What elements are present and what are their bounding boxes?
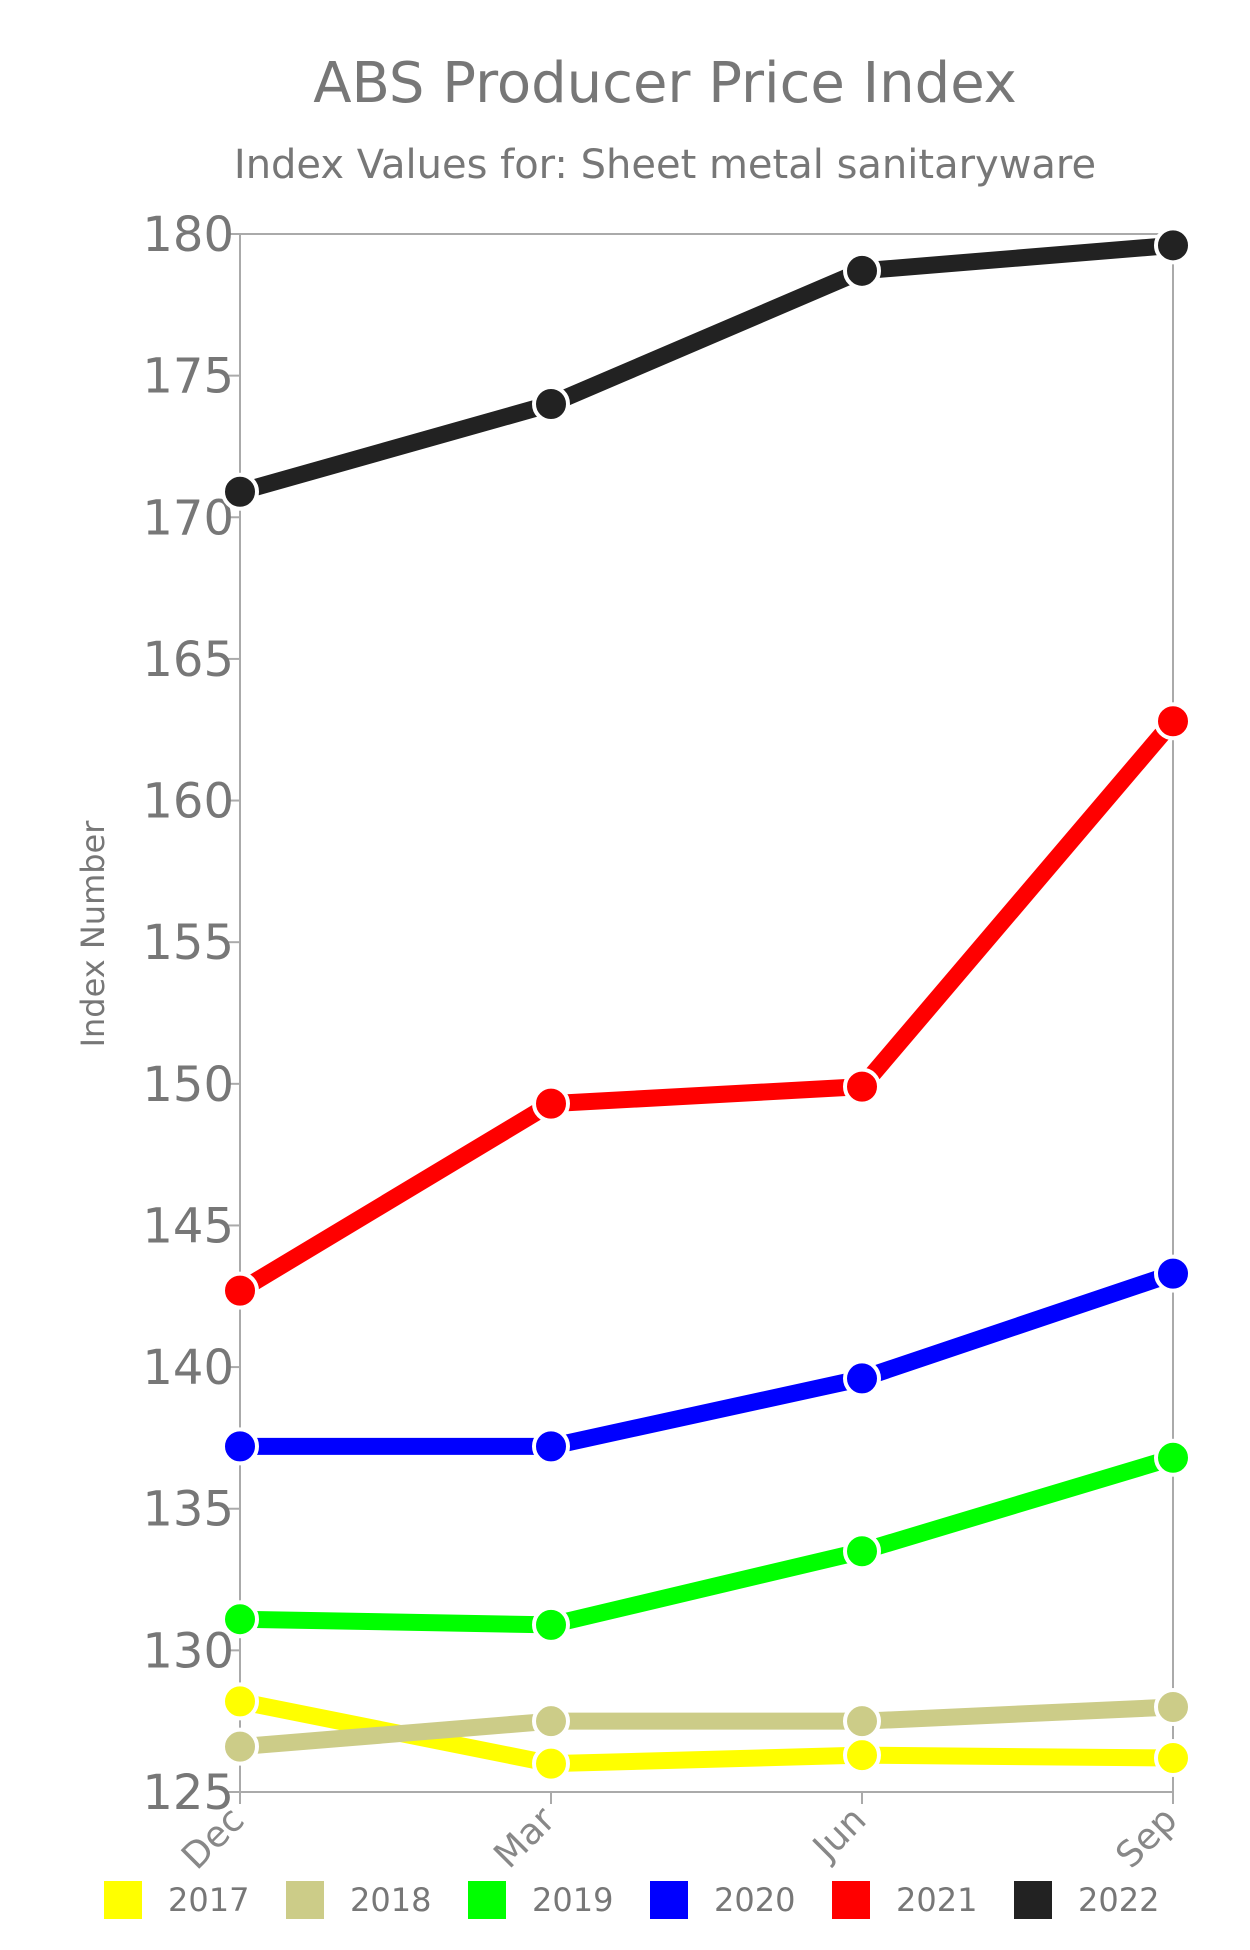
data-point[interactable] [843,1702,881,1741]
series-line [231,712,1182,1300]
y-tick-label: 160 [142,774,234,830]
y-tick-label: 145 [142,1198,234,1254]
data-point[interactable] [843,1067,881,1106]
legend-swatch [650,1881,688,1919]
series-line [231,236,1182,501]
data-point[interactable] [221,1600,259,1639]
data-point[interactable] [1154,226,1192,265]
x-tick-label: Mar [486,1799,563,1876]
data-point[interactable] [1154,1739,1192,1778]
series-2021 [221,702,1192,1310]
legend-item-2017[interactable]: 2017 [104,1881,249,1919]
legend: 2017 2018 2019 2020 2021 2022 [104,1881,1159,1919]
data-point[interactable] [532,1605,570,1644]
y-axis: 125 130 135 140 145 150 155 160 165 170 175 180 [142,207,240,1821]
legend-swatch [832,1881,870,1919]
y-tick-label: 150 [142,1057,234,1113]
x-tick-label: Sep [1108,1799,1185,1876]
y-axis-label: Index Number [74,820,112,1048]
data-point[interactable] [532,1744,570,1783]
data-point[interactable] [532,1427,570,1466]
data-point[interactable] [1154,702,1192,741]
y-tick-label: 175 [142,349,234,405]
data-point[interactable] [532,1084,570,1123]
series-2019 [221,1438,1192,1644]
data-point[interactable] [221,1427,259,1466]
data-point[interactable] [843,1532,881,1571]
legend-label: 2021 [896,1881,977,1919]
legend-item-2021[interactable]: 2021 [832,1881,977,1919]
y-tick-label: 155 [142,915,234,971]
data-point[interactable] [532,1702,570,1741]
x-tick-label: Jun [804,1799,874,1869]
series-2022 [221,226,1192,511]
data-point[interactable] [221,1682,259,1721]
data-point[interactable] [1154,1438,1192,1477]
data-point[interactable] [221,472,259,511]
legend-item-2019[interactable]: 2019 [468,1881,613,1919]
series-2020 [221,1254,1192,1466]
legend-label: 2017 [168,1881,249,1919]
y-tick-label: 130 [142,1623,234,1679]
y-tick-label: 170 [142,490,234,546]
data-point[interactable] [843,1736,881,1775]
legend-label: 2022 [1078,1881,1159,1919]
data-point[interactable] [221,1271,259,1310]
series-2018 [221,1688,1192,1766]
legend-item-2022[interactable]: 2022 [1014,1881,1159,1919]
series-layer [221,226,1192,1783]
legend-swatch [286,1881,324,1919]
data-point[interactable] [843,251,881,290]
data-point[interactable] [532,384,570,423]
data-point[interactable] [221,1727,259,1766]
y-tick-label: 180 [142,207,234,263]
y-tick-label: 125 [142,1765,234,1821]
data-point[interactable] [1154,1254,1192,1293]
x-axis: Dec Mar Jun Sep [174,1792,1185,1878]
legend-swatch [468,1881,506,1919]
legend-item-2018[interactable]: 2018 [286,1881,431,1919]
y-tick-label: 165 [142,632,234,688]
legend-item-2020[interactable]: 2020 [650,1881,795,1919]
data-point[interactable] [1154,1688,1192,1727]
legend-swatch [1014,1881,1052,1919]
series-line [231,1698,1182,1756]
data-point[interactable] [843,1359,881,1398]
series-line [231,1265,1182,1455]
legend-label: 2020 [714,1881,795,1919]
plot-area [239,233,1174,1793]
y-tick-label: 135 [142,1482,234,1538]
legend-label: 2019 [532,1881,613,1919]
chart-title: ABS Producer Price Index [313,51,1017,116]
legend-label: 2018 [350,1881,431,1919]
series-line [231,1449,1182,1634]
chart-subtitle: Index Values for: Sheet metal sanitarywa… [234,142,1096,188]
legend-swatch [104,1881,142,1919]
y-tick-label: 140 [142,1340,234,1396]
